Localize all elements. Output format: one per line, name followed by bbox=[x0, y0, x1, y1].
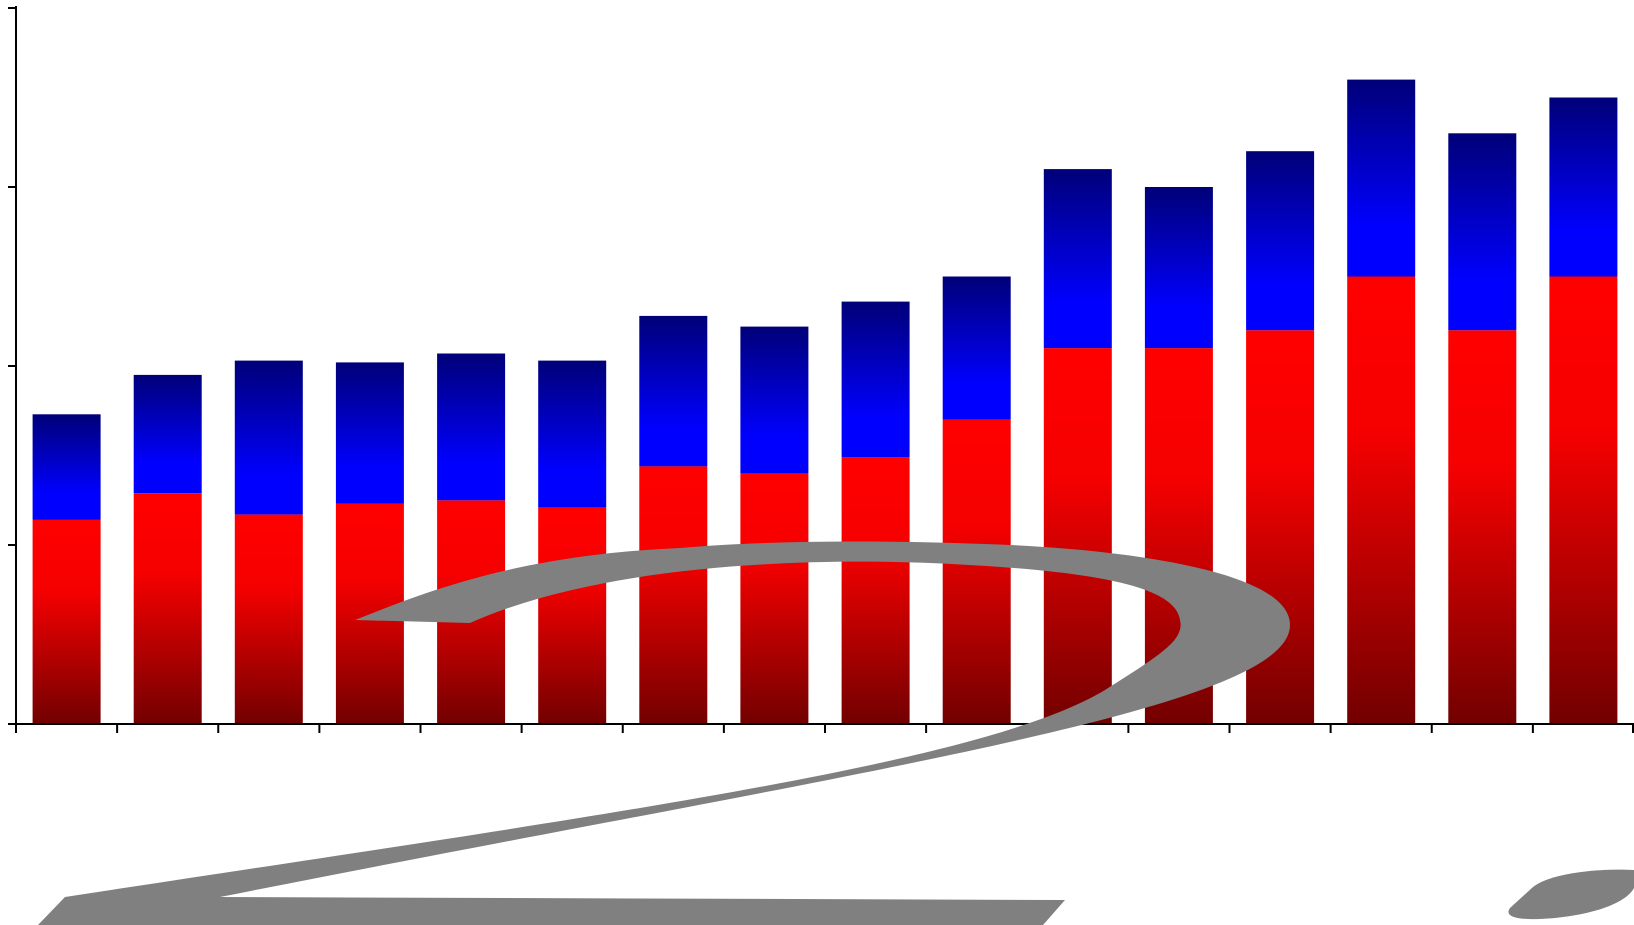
bar-segment-upper bbox=[335, 362, 404, 504]
bar-segment-upper bbox=[538, 360, 607, 508]
bar-segment-lower bbox=[1043, 348, 1112, 724]
bar-segment-lower bbox=[942, 419, 1011, 724]
axes-layer bbox=[8, 6, 1634, 733]
bar-segment-lower bbox=[1347, 276, 1416, 724]
emblem-watermark bbox=[38, 541, 1634, 925]
bar-segment-lower bbox=[1448, 330, 1517, 724]
bar-segment-lower bbox=[32, 519, 101, 724]
bar-segment-lower bbox=[538, 507, 607, 724]
bar-segment-lower bbox=[133, 493, 202, 724]
bar-segment-lower bbox=[1549, 276, 1618, 724]
bar-segment-upper bbox=[1549, 97, 1618, 277]
bars-layer bbox=[32, 79, 1618, 725]
dot-shape bbox=[1508, 869, 1634, 920]
bar-segment-upper bbox=[841, 301, 910, 458]
bar-segment-upper bbox=[437, 353, 506, 501]
bar-segment-upper bbox=[1246, 151, 1315, 331]
bar-segment-upper bbox=[942, 276, 1011, 420]
bar-segment-upper bbox=[740, 326, 809, 474]
bar-segment-lower bbox=[740, 473, 809, 724]
bar-segment-upper bbox=[1043, 169, 1112, 349]
bar-segment-lower bbox=[841, 457, 910, 724]
bar-segment-upper bbox=[234, 360, 303, 515]
bar-segment-lower bbox=[639, 466, 708, 724]
bar-segment-upper bbox=[1347, 79, 1416, 277]
bar-segment-upper bbox=[32, 414, 101, 520]
bar-segment-upper bbox=[133, 374, 202, 493]
bar-segment-upper bbox=[639, 315, 708, 467]
swirl-shape bbox=[38, 541, 1290, 925]
bar-segment-upper bbox=[1448, 133, 1517, 331]
bar-segment-upper bbox=[1144, 187, 1213, 349]
bar-segment-lower bbox=[234, 514, 303, 724]
